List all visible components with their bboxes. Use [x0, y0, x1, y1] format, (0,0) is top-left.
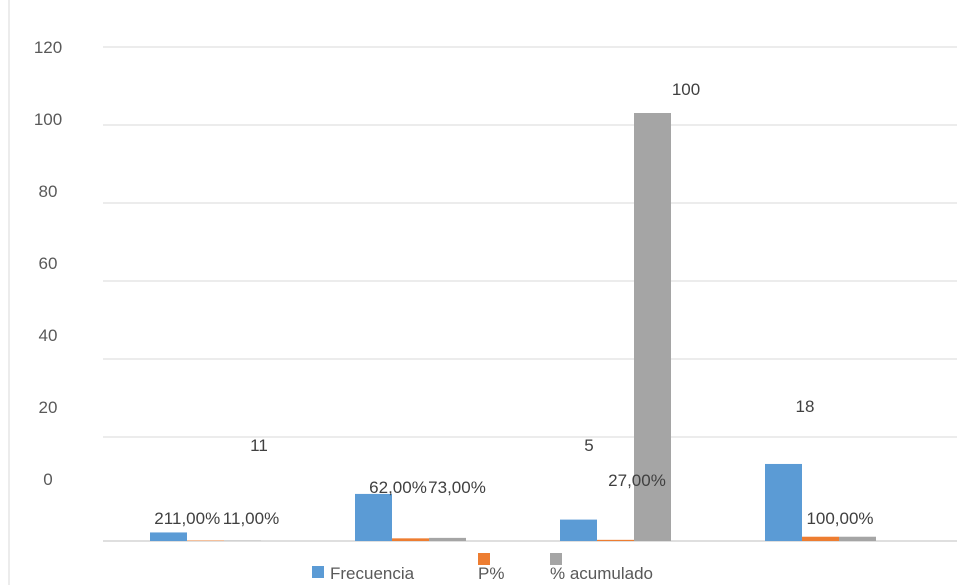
- legend-label: % acumulado: [550, 564, 653, 583]
- legend-swatch: [550, 553, 562, 565]
- bar: [765, 463, 802, 541]
- y-tick-label: 60: [39, 254, 58, 273]
- data-label: 27,00%: [608, 471, 666, 490]
- gridlines: [103, 46, 957, 542]
- data-label: 62,00%: [369, 478, 427, 497]
- y-tick-label: 20: [39, 398, 58, 417]
- data-label: 11,00%: [164, 509, 220, 528]
- legend-label: Frecuencia: [330, 564, 415, 583]
- bar: [392, 538, 429, 541]
- data-label: 100,00%: [806, 509, 873, 528]
- bar: [802, 536, 839, 541]
- bar: [839, 536, 876, 541]
- bar: [597, 539, 634, 541]
- data-label: 11,00%: [223, 509, 279, 528]
- y-tick-label: 0: [43, 470, 52, 489]
- legend-swatch: [312, 566, 324, 578]
- data-label: 11: [250, 436, 268, 455]
- bar: [355, 493, 392, 541]
- legend-label: P%: [478, 564, 504, 583]
- data-label: 18: [796, 397, 815, 416]
- legend: Frecuencia P% % acumulado: [312, 553, 653, 583]
- data-label: 2: [154, 509, 163, 528]
- y-tick-label: 40: [39, 326, 58, 345]
- y-axis-ticks: 120 100 80 60 40 20 0: [34, 38, 62, 489]
- y-tick-label: 80: [39, 182, 58, 201]
- bar: [429, 537, 466, 541]
- data-label: 100: [672, 80, 700, 99]
- y-tick-label: 120: [34, 38, 62, 57]
- bar: [150, 532, 187, 541]
- data-labels: 2 11 5 18 11,00% 62,00% 27,00% 100,00% 11,00% 73,…: [154, 80, 873, 528]
- bar: [560, 519, 597, 541]
- bars: [150, 113, 876, 541]
- data-label: 73,00%: [428, 478, 486, 497]
- legend-swatch: [478, 553, 490, 565]
- y-tick-label: 100: [34, 110, 62, 129]
- data-label: 5: [584, 436, 593, 455]
- bar: [634, 113, 671, 541]
